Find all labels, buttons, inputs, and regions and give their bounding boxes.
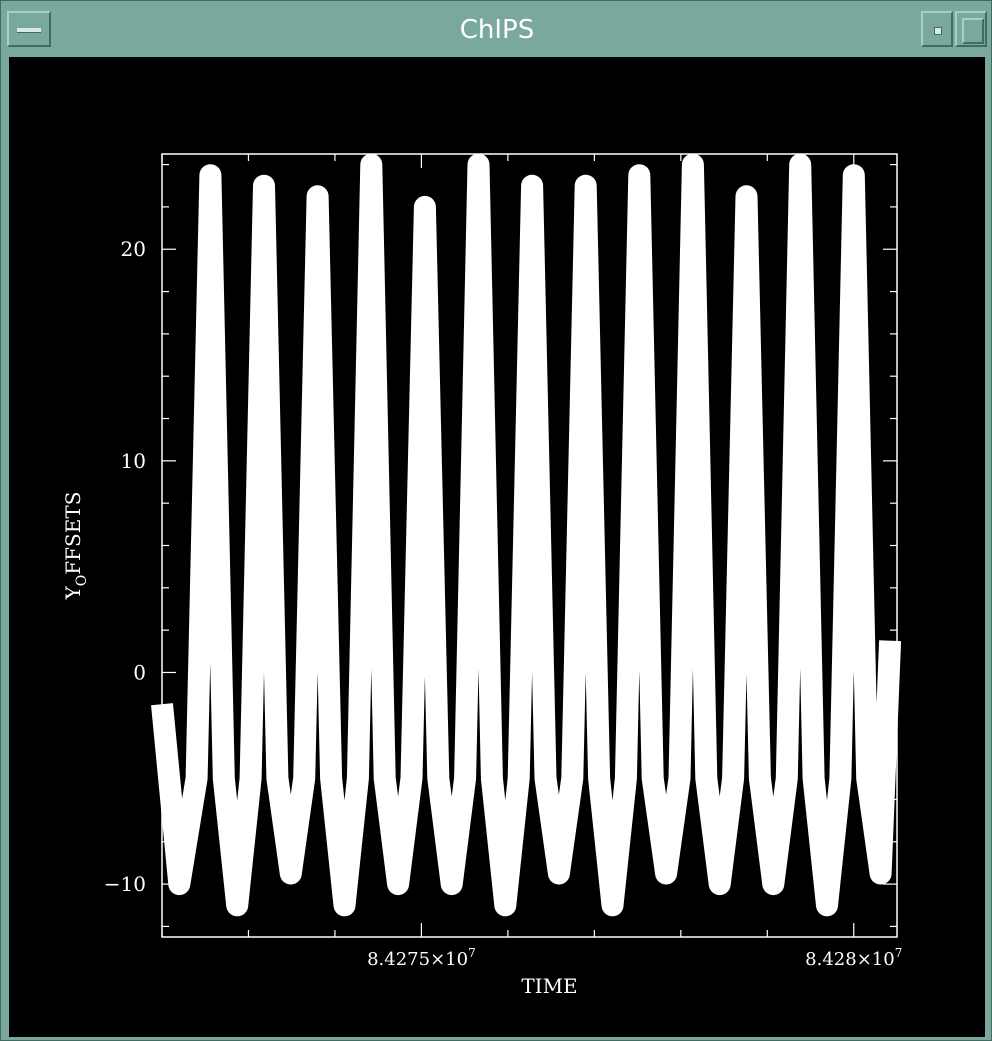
menu-bar-icon [17,28,41,33]
plot-area: −10 0 10 20 8.4275×107 8.428×107 TIME YOFFSETS [9,57,985,1037]
series-line-0 [151,153,902,917]
x-tick-label: 8.4275×107 [367,946,476,970]
y-tick-label: 0 [133,660,146,684]
y-tick-label: 10 [121,449,146,473]
x-axis-label: TIME [521,974,577,998]
minimize-icon [934,27,942,35]
maximize-icon [962,18,984,44]
y-axis-label: YOFFSETS [61,492,90,601]
window-title: ChIPS [459,15,535,45]
title-bar[interactable]: ChIPS [7,9,987,51]
y-tick-label: −10 [104,872,146,896]
window-menu-button[interactable] [7,11,51,47]
y-tick-label: 20 [121,237,146,261]
x-tick-label: 8.428×107 [805,946,902,970]
maximize-button[interactable] [955,11,987,47]
chart: −10 0 10 20 8.4275×107 8.428×107 TIME YOFFSETS [61,153,902,998]
minimize-button[interactable] [921,11,953,47]
